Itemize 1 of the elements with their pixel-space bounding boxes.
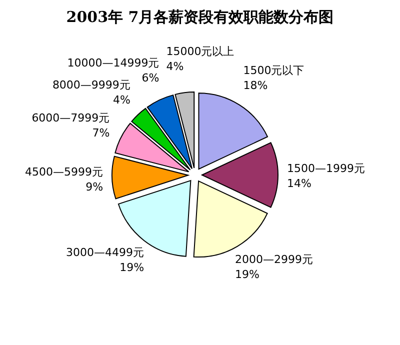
title: 2003年 7月各薪资段有效职能数分布图 <box>66 8 334 26</box>
